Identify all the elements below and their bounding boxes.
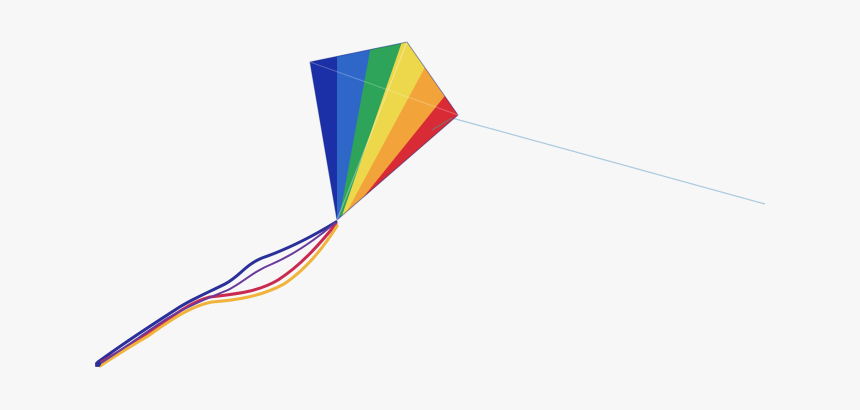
kite-outline [309, 41, 459, 221]
kite-string [451, 117, 766, 205]
tail-ribbon-yellow [98, 224, 339, 368]
tail-ribbon-blue [96, 220, 338, 364]
kite-bridle [431, 117, 453, 131]
kite-spine [336, 41, 408, 221]
stripe-yellow [337, 42, 440, 220]
kite-tail [95, 220, 339, 368]
tail-ribbon-purple [95, 222, 336, 367]
tail-end-knot [95, 361, 101, 367]
kite-crossbar [309, 61, 459, 116]
stripe-orange [337, 58, 458, 220]
